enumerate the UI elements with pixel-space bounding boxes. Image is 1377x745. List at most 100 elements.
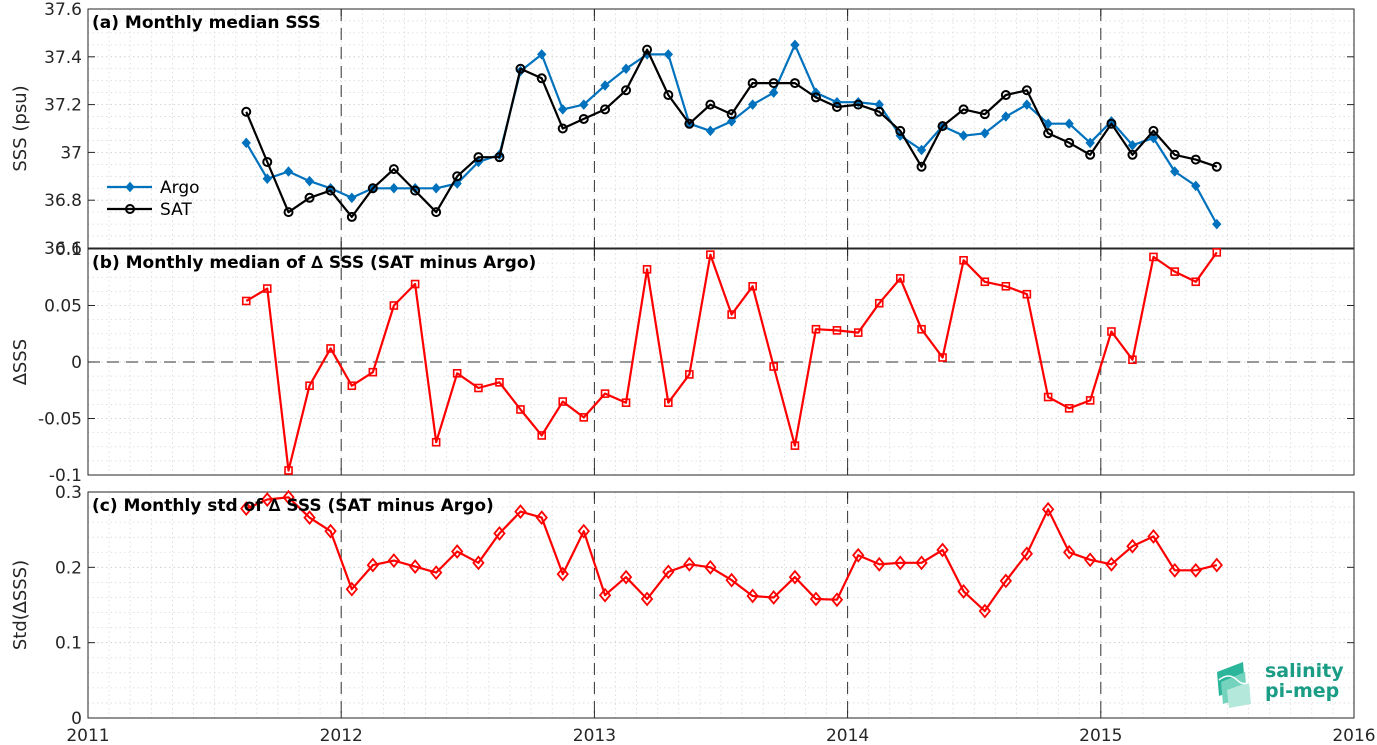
xtick-label: 2013 bbox=[573, 726, 616, 745]
data-point bbox=[746, 588, 759, 604]
data-point bbox=[408, 559, 422, 574]
data-point bbox=[577, 523, 590, 539]
data-point bbox=[873, 556, 886, 572]
data-point bbox=[1001, 111, 1011, 122]
data-point bbox=[874, 99, 884, 110]
data-point bbox=[852, 547, 865, 563]
data-point bbox=[304, 175, 315, 187]
data-point bbox=[1126, 538, 1139, 554]
ytick-label: 37.2 bbox=[44, 96, 82, 116]
data-point bbox=[1064, 118, 1074, 129]
data-point bbox=[347, 192, 357, 204]
series-values bbox=[240, 489, 1223, 619]
panel-c: 0 0.1 0.2 0.3 Std(∆SSS) (c) Monthly std of ∆ … bbox=[10, 483, 1355, 729]
data-point bbox=[1191, 277, 1201, 287]
data-point bbox=[600, 104, 611, 115]
ytick-label: 0.2 bbox=[55, 558, 82, 578]
data-point bbox=[831, 101, 842, 112]
data-point bbox=[347, 381, 357, 391]
ytick-label: 0.05 bbox=[44, 297, 82, 317]
salinity-pi-mep-logo: salinity pi-mep bbox=[1217, 660, 1344, 708]
data-point bbox=[1085, 149, 1096, 160]
data-point bbox=[1085, 396, 1095, 405]
data-point bbox=[1106, 118, 1117, 129]
data-point bbox=[727, 310, 736, 319]
data-point bbox=[535, 510, 548, 526]
data-point bbox=[663, 49, 674, 60]
data-point bbox=[1149, 252, 1158, 262]
data-point bbox=[621, 63, 631, 75]
data-point bbox=[642, 265, 652, 274]
data-point bbox=[979, 109, 990, 120]
data-point bbox=[705, 99, 716, 110]
data-point bbox=[345, 581, 359, 597]
data-point bbox=[600, 80, 610, 91]
data-point bbox=[685, 370, 694, 379]
data-point bbox=[621, 398, 631, 407]
ytick-label: -0.05 bbox=[38, 410, 82, 430]
data-point bbox=[579, 413, 589, 422]
data-point bbox=[1020, 546, 1034, 562]
data-point bbox=[1001, 281, 1011, 291]
ytick-label: 0.1 bbox=[55, 240, 82, 260]
data-point bbox=[915, 555, 928, 571]
data-point bbox=[410, 279, 420, 289]
data-point bbox=[830, 592, 844, 608]
data-point bbox=[1085, 137, 1095, 149]
xtick-label: 2011 bbox=[66, 726, 109, 745]
data-point bbox=[389, 301, 399, 310]
series-sat bbox=[241, 44, 1222, 222]
data-point bbox=[579, 99, 589, 110]
data-point bbox=[326, 344, 335, 353]
data-point bbox=[706, 250, 715, 259]
data-point bbox=[1083, 552, 1097, 568]
data-point bbox=[895, 274, 905, 283]
data-point bbox=[704, 559, 717, 575]
data-point bbox=[980, 277, 990, 287]
data-point bbox=[431, 207, 442, 218]
data-point bbox=[450, 544, 464, 559]
data-point bbox=[284, 466, 293, 475]
data-point bbox=[556, 566, 569, 582]
logo-text-pi-mep: pi-mep bbox=[1265, 680, 1339, 702]
data-point bbox=[557, 123, 568, 134]
data-point bbox=[1021, 85, 1032, 96]
data-point bbox=[936, 542, 949, 558]
ytick-label: 37 bbox=[60, 143, 82, 163]
data-point bbox=[262, 284, 272, 293]
data-point bbox=[957, 584, 970, 599]
data-point bbox=[958, 130, 969, 141]
data-point bbox=[747, 78, 758, 89]
data-point bbox=[515, 63, 526, 74]
data-point bbox=[640, 591, 654, 607]
data-point bbox=[683, 556, 696, 572]
data-point bbox=[1148, 125, 1159, 136]
data-point bbox=[748, 281, 757, 291]
data-point bbox=[747, 99, 758, 110]
data-point bbox=[958, 104, 969, 115]
data-point bbox=[1211, 161, 1222, 172]
data-point bbox=[495, 378, 504, 387]
data-point bbox=[389, 182, 399, 194]
data-point bbox=[324, 523, 337, 539]
data-point bbox=[536, 73, 547, 84]
grid bbox=[88, 491, 1354, 719]
data-point bbox=[768, 78, 779, 89]
data-point bbox=[1190, 154, 1201, 165]
panel-a: 36.6 36.8 37 37.2 37.4 37.6 SSS (psu) (a) Month… bbox=[10, 0, 1355, 259]
data-point bbox=[1127, 149, 1138, 160]
ytick-label: 37.6 bbox=[44, 0, 82, 20]
data-point bbox=[474, 383, 483, 393]
axes-frame bbox=[87, 491, 1355, 719]
data-point bbox=[431, 437, 441, 447]
legend-label: Argo bbox=[160, 178, 200, 198]
panel-b: -0.1 -0.05 0 0.05 0.1 ∆SSS (b) Monthly median … bbox=[10, 240, 1355, 486]
data-point bbox=[1043, 128, 1054, 139]
data-point bbox=[241, 137, 251, 149]
data-point bbox=[959, 255, 968, 265]
data-point bbox=[283, 207, 294, 218]
data-point bbox=[1147, 529, 1160, 544]
data-point bbox=[725, 572, 738, 588]
data-point bbox=[578, 113, 589, 124]
data-point bbox=[387, 553, 401, 568]
